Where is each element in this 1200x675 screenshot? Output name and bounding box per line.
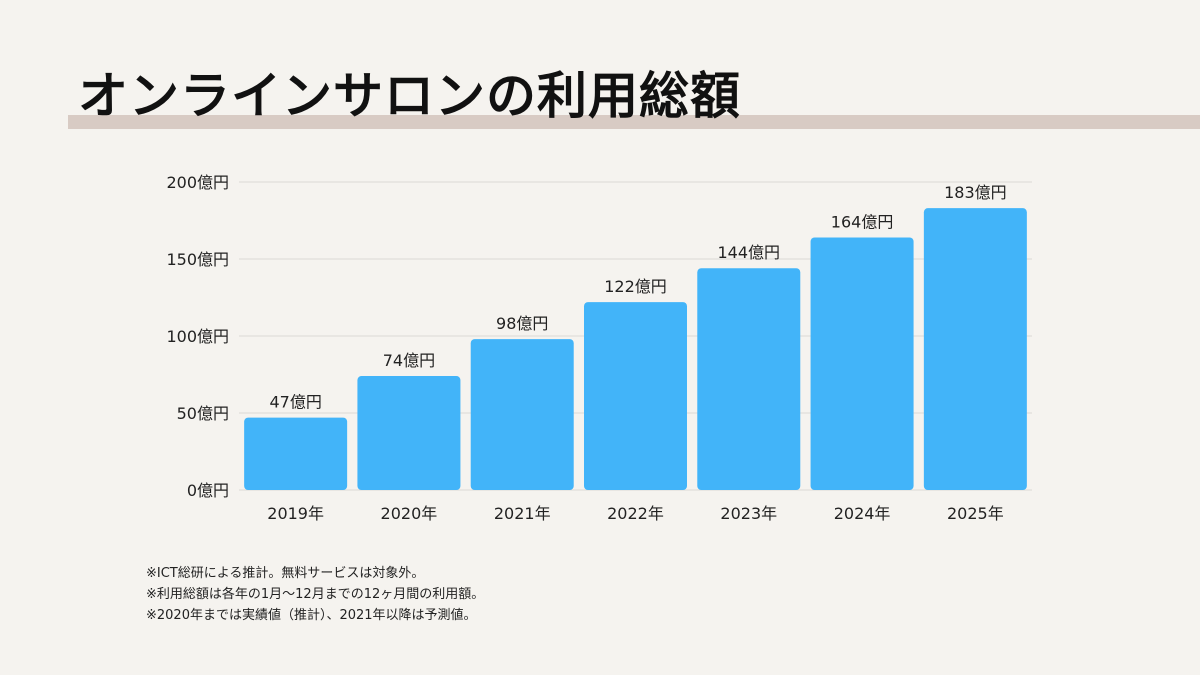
- bar-value-label: 122億円: [604, 277, 667, 296]
- footnote-3: ※2020年までは実績値（推計）、2021年以降は予測値。: [146, 608, 477, 623]
- x-tick-label: 2021年: [494, 504, 551, 523]
- y-tick-label: 50億円: [177, 404, 229, 423]
- y-tick-label: 100億円: [166, 327, 229, 346]
- title-underline-band: [68, 115, 1200, 129]
- bar-value-label: 98億円: [496, 314, 548, 333]
- bar: [584, 302, 687, 490]
- bar: [244, 417, 348, 490]
- y-tick-label: 200億円: [166, 173, 229, 192]
- bar: [357, 376, 461, 490]
- footnote-1: ※ICT総研による推計。無料サービスは対象外。: [146, 566, 425, 581]
- bar: [810, 237, 914, 490]
- x-tick-label: 2022年: [607, 504, 664, 523]
- footnote-2: ※利用総額は各年の1月〜12月までの12ヶ月間の利用額。: [146, 587, 485, 602]
- bar: [697, 268, 801, 490]
- bar-value-label: 164億円: [831, 212, 894, 231]
- x-tick-label: 2024年: [834, 504, 891, 523]
- x-tick-label: 2023年: [720, 504, 777, 523]
- y-tick-label: 150億円: [166, 250, 229, 269]
- page-title: オンラインサロンの利用総額: [78, 67, 741, 125]
- bar-value-label: 47億円: [269, 393, 321, 412]
- x-tick-label: 2019年: [267, 504, 324, 523]
- x-tick-label: 2020年: [381, 504, 438, 523]
- y-tick-label: 0億円: [187, 481, 229, 500]
- bar: [470, 339, 574, 490]
- bar-value-label: 74億円: [383, 351, 435, 370]
- bar: [923, 208, 1027, 490]
- bar-value-label: 183億円: [944, 183, 1007, 202]
- bar-value-label: 144億円: [718, 243, 781, 262]
- footnotes: ※ICT総研による推計。無料サービスは対象外。 ※利用総額は各年の1月〜12月ま…: [146, 563, 484, 626]
- bar-chart: 0億円 50億円 100億円 150億円 200億円 47億円 2019年 74億円 2020年…: [166, 173, 1032, 523]
- x-tick-label: 2025年: [947, 504, 1004, 523]
